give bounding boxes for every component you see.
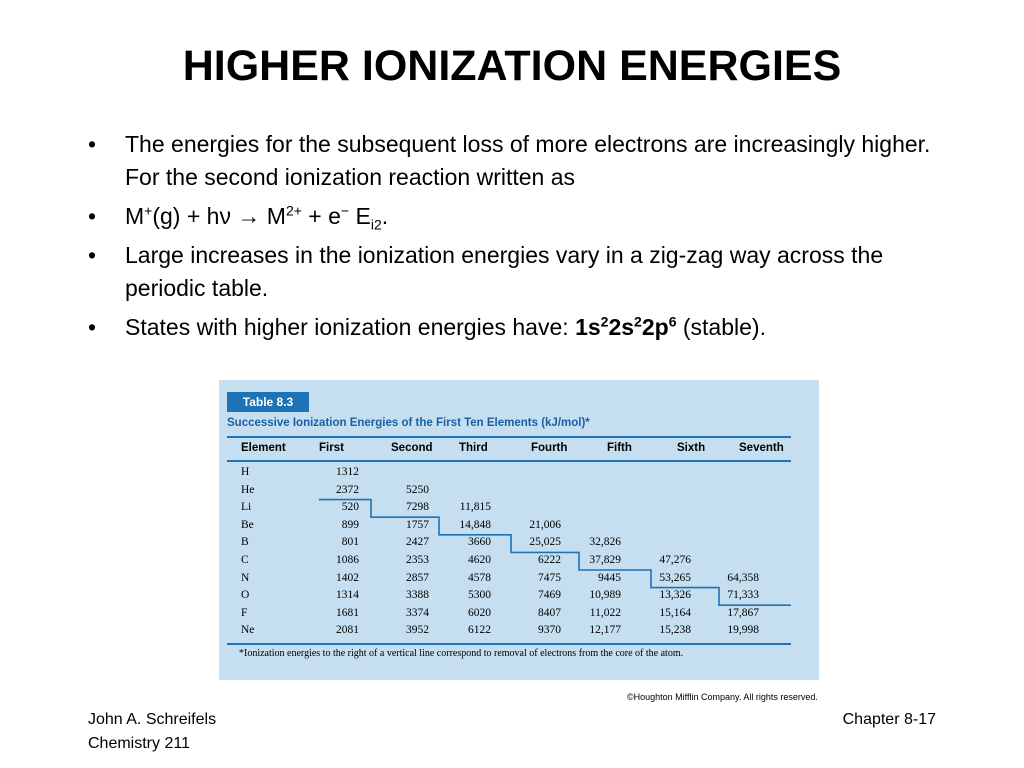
energy-cell: 6122 <box>468 624 491 637</box>
energy-cell: 21,006 <box>529 518 561 531</box>
column-header: Third <box>459 442 488 454</box>
energy-cell: 2857 <box>406 571 429 584</box>
element-cell: H <box>241 466 250 478</box>
element-cell: Li <box>241 501 252 514</box>
zig-zag-step <box>319 498 791 606</box>
energy-cell: 14,848 <box>459 518 491 531</box>
table-footnote: *Ionization energies to the right of a v… <box>239 648 684 659</box>
energy-cell: 25,025 <box>529 536 561 549</box>
column-header: First <box>319 442 344 454</box>
energy-cell: 17,867 <box>727 606 759 619</box>
energy-cell: 12,177 <box>589 624 621 637</box>
bullet-item: • The energies for the subsequent loss o… <box>88 128 948 194</box>
energy-cell: 11,815 <box>459 501 491 514</box>
column-header: Seventh <box>739 442 784 454</box>
column-header: Second <box>391 442 433 454</box>
element-cell: F <box>241 606 248 619</box>
ionization-table-figure: Table 8.3 Successive Ionization Energies… <box>219 380 819 680</box>
element-cell: O <box>241 589 250 602</box>
energy-cell: 899 <box>341 518 359 531</box>
energy-cell: 5250 <box>406 483 429 496</box>
copyright-notice: ©Houghton Mifflin Company. All rights re… <box>627 692 818 702</box>
energy-cell: 7298 <box>406 501 429 514</box>
energy-cell: 3374 <box>406 606 429 619</box>
bullet-list: • The energies for the subsequent loss o… <box>88 128 948 350</box>
energy-cell: 7469 <box>538 589 561 602</box>
element-cell: He <box>241 483 255 496</box>
energy-cell: 1402 <box>336 571 359 584</box>
table-label: Table 8.3 <box>227 392 309 412</box>
author-name: John A. Schreifels <box>88 711 217 728</box>
energy-cell: 3388 <box>406 589 429 602</box>
energy-cell: 3660 <box>468 536 491 549</box>
energy-cell: 4578 <box>468 571 491 584</box>
bullet-text: Large increases in the ionization energi… <box>125 242 884 301</box>
column-header: Sixth <box>677 442 706 454</box>
course-name: Chemistry 211 <box>88 735 190 752</box>
energy-cell: 11,022 <box>589 606 621 619</box>
element-cell: Be <box>241 518 254 531</box>
energy-cell: 3952 <box>406 624 429 637</box>
slide-title: HIGHER IONIZATION ENERGIES <box>182 42 842 90</box>
element-cell: N <box>241 571 250 584</box>
footer-author: John A. Schreifels Chemistry 211 <box>88 708 216 756</box>
energy-cell: 8407 <box>538 606 561 619</box>
energy-cell: 1086 <box>336 554 359 566</box>
table-rule-header <box>227 460 791 462</box>
bullet-marker: • <box>88 131 97 157</box>
energy-cell: 71,333 <box>727 589 759 602</box>
equation-text: M+(g) + hν → M2+ + e− Ei2. <box>125 202 389 233</box>
column-header: Fifth <box>607 442 632 454</box>
energy-cell: 15,164 <box>659 606 691 619</box>
bullet-text: States with higher ionization energies h… <box>125 313 766 340</box>
energy-cell: 2081 <box>336 624 359 637</box>
energy-cell: 1312 <box>336 466 359 478</box>
energy-cell: 10,989 <box>589 589 621 602</box>
energy-cell: 5300 <box>468 589 491 602</box>
energy-cell: 9445 <box>598 571 621 584</box>
energy-cell: 520 <box>341 501 359 514</box>
energy-cell: 1681 <box>336 606 359 619</box>
bullet-item: • M+(g) + hν → M2+ + e− Ei2. <box>88 200 948 233</box>
bullet-marker: • <box>88 242 97 268</box>
bullet-marker: • <box>88 314 97 340</box>
table-rule-bottom <box>227 643 791 645</box>
energy-cell: 19,998 <box>727 624 759 637</box>
energy-cell: 53,265 <box>659 571 691 584</box>
bullet-text: The energies for the subsequent loss of … <box>125 131 931 190</box>
energy-cell: 6020 <box>468 606 491 619</box>
energy-cell: 37,829 <box>589 554 621 566</box>
column-header: Element <box>241 442 286 454</box>
bullet-item: • States with higher ionization energies… <box>88 311 948 344</box>
energy-cell: 801 <box>341 536 359 549</box>
energy-cell: 13,326 <box>659 589 691 602</box>
energy-cell: 64,358 <box>727 571 759 584</box>
element-cell: Ne <box>241 624 255 637</box>
energy-cell: 1314 <box>336 589 359 602</box>
energy-cell: 2427 <box>406 536 429 549</box>
energy-cell: 6222 <box>538 554 561 566</box>
core-boundary-line <box>319 498 791 606</box>
bullet-marker: • <box>88 203 97 229</box>
energy-cell: 15,238 <box>659 624 691 637</box>
element-cell: B <box>241 536 249 549</box>
energy-cell: 47,276 <box>659 554 691 566</box>
table-rule-top <box>227 436 791 438</box>
footer-chapter: Chapter 8-17 <box>842 711 936 728</box>
energy-cell: 7475 <box>538 571 561 584</box>
table-caption: Successive Ionization Energies of the Fi… <box>227 417 590 429</box>
energy-cell: 2353 <box>406 554 429 566</box>
column-header: Fourth <box>531 442 568 454</box>
energy-cell: 1757 <box>406 518 429 531</box>
bullet-item: • Large increases in the ionization ener… <box>88 239 948 305</box>
energy-cell: 9370 <box>538 624 561 637</box>
energy-cell: 32,826 <box>589 536 621 549</box>
energy-cell: 4620 <box>468 554 491 566</box>
energy-cell: 2372 <box>336 483 359 496</box>
element-cell: C <box>241 554 249 566</box>
